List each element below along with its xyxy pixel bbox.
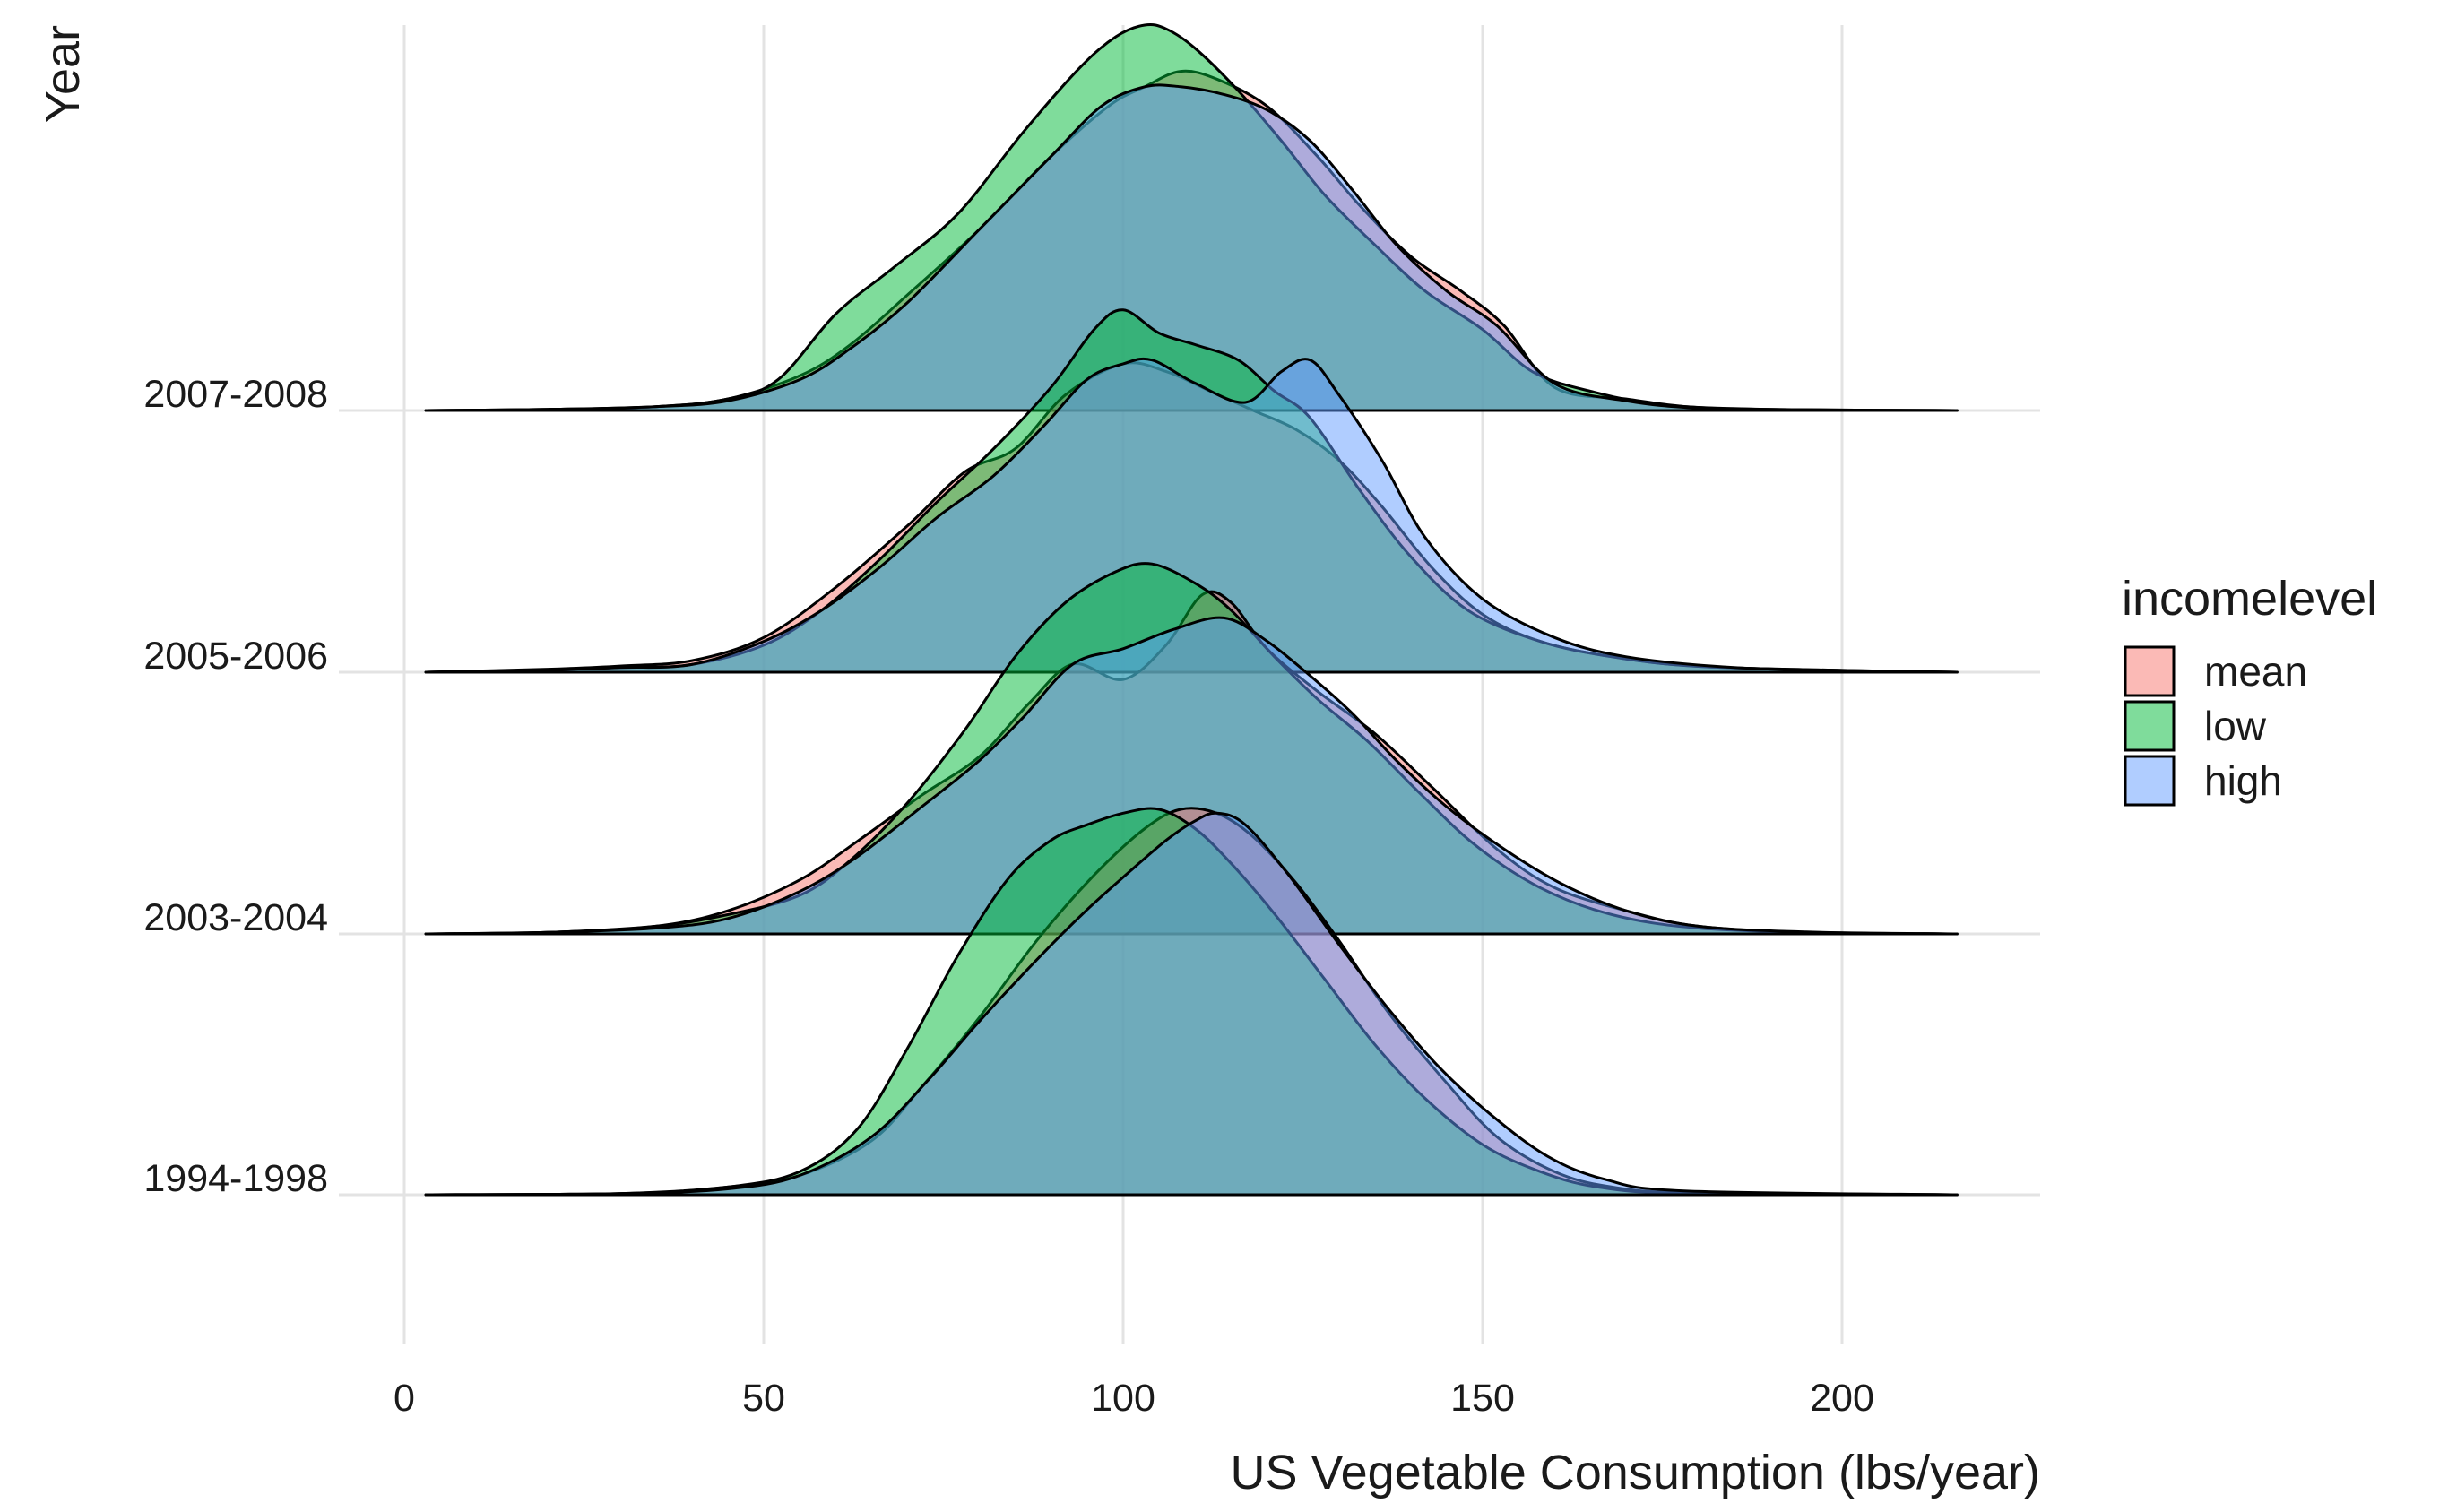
x-tick-label: 200 bbox=[1810, 1377, 1874, 1420]
x-axis-tick-labels: 0 50 100 150 200 bbox=[394, 1377, 1874, 1420]
x-tick-label: 150 bbox=[1450, 1377, 1515, 1420]
legend-key-mean bbox=[2124, 645, 2176, 697]
density-high-1994-1998 bbox=[424, 811, 1959, 1197]
x-axis-title: US Vegetable Consumption (lbs/year) bbox=[1231, 1446, 2040, 1499]
legend-title: incomelevel bbox=[2122, 572, 2377, 626]
y-axis-title: Year bbox=[36, 25, 90, 123]
y-tick-label: 1994-1998 bbox=[143, 1157, 328, 1200]
ridge-2005-2006 bbox=[424, 308, 1959, 674]
ridge-2007-2008 bbox=[424, 22, 1959, 412]
density-high-2007-2008 bbox=[424, 83, 1959, 412]
legend-label-low: low bbox=[2204, 703, 2267, 749]
density-high-2003-2004 bbox=[424, 616, 1959, 936]
legend-label-high: high bbox=[2204, 757, 2282, 804]
ridge-1994-1998 bbox=[424, 807, 1959, 1197]
density-ridges bbox=[424, 22, 1959, 1197]
ridge-2003-2004 bbox=[424, 562, 1959, 936]
legend-key-low bbox=[2124, 700, 2176, 752]
y-tick-label: 2005-2006 bbox=[143, 635, 328, 678]
y-tick-label: 2003-2004 bbox=[143, 896, 328, 939]
legend-items: mean low high bbox=[2124, 645, 2307, 807]
density-high-2005-2006 bbox=[424, 357, 1959, 674]
x-tick-label: 100 bbox=[1091, 1377, 1155, 1420]
x-tick-label: 0 bbox=[394, 1377, 415, 1420]
legend-key-high bbox=[2124, 755, 2176, 807]
y-tick-label: 2007-2008 bbox=[143, 373, 328, 416]
x-tick-label: 50 bbox=[742, 1377, 785, 1420]
legend-label-mean: mean bbox=[2204, 648, 2307, 695]
legend: incomelevel mean low high bbox=[2122, 572, 2377, 807]
y-axis-tick-labels: 1994-1998 2003-2004 2005-2006 2007-2008 bbox=[143, 373, 328, 1200]
